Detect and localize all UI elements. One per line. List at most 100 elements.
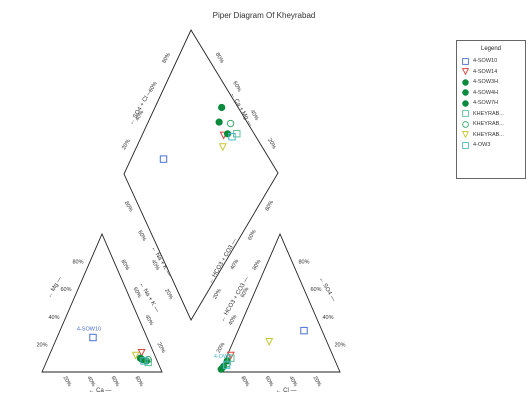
cation-right-tick: 20% <box>156 342 167 355</box>
cation-point-8 <box>131 351 140 360</box>
legend-label: 4-SOW10 <box>473 58 498 65</box>
central-diamond <box>123 29 279 321</box>
legend-label: 4-SOW14 <box>473 68 498 75</box>
legend-marker <box>462 89 469 96</box>
legend: Legend 4-SOW10 4-SOW14 4-SOW3H 4-SOW4H 4-SOW… <box>456 40 526 179</box>
data-points <box>89 103 308 373</box>
legend-item: 4-OW3 <box>457 140 525 151</box>
anion-bottom-tick: 40% <box>288 375 299 388</box>
legend-marker <box>462 110 469 118</box>
legend-items: 4-SOW10 4-SOW14 4-SOW3H 4-SOW4H 4-SOW7H KHEYR… <box>457 56 525 151</box>
anion-bottom-tick: 80% <box>240 375 251 388</box>
diamond-upper-right-tick: 40% <box>249 109 260 122</box>
legend-item: 4-SOW10 <box>457 56 525 67</box>
legend-marker-shape <box>462 120 469 128</box>
diamond-lower-left-tick: 80% <box>123 200 134 213</box>
cation-right-axis-label: ← Na + K — <box>138 281 160 313</box>
legend-marker-shape <box>462 57 469 65</box>
legend-item: 4-SOW14 <box>457 67 525 78</box>
anion-right-tick: 80% <box>298 260 309 266</box>
anion-left-tick: 20% <box>216 342 227 355</box>
plot-frame <box>41 29 341 373</box>
cation-left-tick: 40% <box>48 315 59 321</box>
legend-marker <box>461 131 470 139</box>
anion-point-6 <box>227 354 235 362</box>
legend-label: 4-SOW4H <box>473 89 499 96</box>
axis-labels: ← Ca —← Mg — ← Na + K —← Cl —← HCO3 + CO3… <box>47 89 337 394</box>
anion-point-7 <box>223 360 231 368</box>
anion-left-tick: 40% <box>228 314 239 327</box>
diamond-point-5 <box>218 103 226 112</box>
legend-marker <box>462 120 469 128</box>
cation-point-6 <box>144 358 152 367</box>
cation-left-tick: 60% <box>60 287 71 293</box>
diamond-point-8 <box>218 143 227 152</box>
diamond-lower-left-tick: 40% <box>150 259 161 272</box>
anion-bottom-tick: 60% <box>264 375 275 388</box>
annotation-anion: 4-OW3 <box>214 354 231 360</box>
cation-bottom-axis-label: ← Ca — <box>88 388 111 394</box>
cation-bottom-tick: 20% <box>62 375 73 388</box>
legend-marker <box>462 141 469 149</box>
anion-bottom-axis-label: ← Cl — <box>276 388 297 394</box>
series-5-points <box>142 103 226 373</box>
tick-labels: 80%60%40%20% 20%40%60%80%20% 40% 60% 80%20%4… <box>36 52 345 388</box>
diamond-upper-left-axis-label: ← SO4 + Cl — <box>129 89 154 127</box>
series-8-points <box>131 143 274 360</box>
anion-bottom-tick: 20% <box>312 375 323 388</box>
legend-marker-shape <box>462 141 469 149</box>
legend-marker-shape <box>461 68 470 76</box>
anion-right-tick: 40% <box>322 315 333 321</box>
diamond-lower-right-tick: 80% <box>264 200 275 213</box>
legend-marker-shape <box>462 110 469 118</box>
chart-title: Piper Diagram Of Kheyrabad <box>212 11 316 20</box>
legend-label: KHEYRAB... <box>473 110 504 117</box>
cation-point-2 <box>137 348 146 357</box>
anion-right-tick: 60% <box>310 287 321 293</box>
diamond-lower-right-tick: 20% <box>212 288 223 301</box>
series-2-points <box>137 131 235 360</box>
legend-marker-shape <box>461 131 470 139</box>
cation-bottom-tick: 80% <box>134 375 145 388</box>
cation-point-7 <box>144 355 152 364</box>
legend-label: 4-OW3 <box>473 142 491 149</box>
diamond-upper-right-tick: 80% <box>214 52 225 65</box>
diamond-upper-left-tick: 20% <box>121 138 132 151</box>
cation-left-tick: 20% <box>36 342 47 348</box>
series-6-points <box>144 130 241 367</box>
diamond-point-7 <box>226 119 235 128</box>
legend-marker-shape <box>462 100 469 107</box>
legend-marker-shape <box>462 79 469 86</box>
cation-right-tick: 60% <box>132 286 143 299</box>
anion-right-tick: 20% <box>334 342 345 348</box>
series-9-points <box>140 132 236 369</box>
legend-marker <box>461 68 470 76</box>
diamond-lower-left-tick: 60% <box>136 230 147 243</box>
cation-bottom-tick: 60% <box>110 375 121 388</box>
cation-right-tick: 40% <box>144 314 155 327</box>
anion-point-5 <box>217 365 225 373</box>
diamond-lower-right-tick: 60% <box>247 229 258 242</box>
cation-triangle <box>41 232 163 373</box>
legend-item: KHEYRAB... <box>457 119 525 130</box>
series-1-points <box>89 155 308 342</box>
diamond-point-9 <box>228 132 236 141</box>
legend-marker-shape <box>462 89 469 96</box>
legend-label: KHEYRAB... <box>473 121 504 128</box>
annotation-cation: 4-SOW10 <box>77 327 101 333</box>
diamond-point-3 <box>215 118 223 126</box>
legend-item: 4-SOW7H <box>457 98 525 109</box>
point-annotations: 4-SOW10 4-OW3 <box>77 327 231 361</box>
cation-right-tick: 80% <box>120 259 131 272</box>
cation-point-9 <box>140 357 148 365</box>
legend-label: 4-SOW7H <box>473 100 499 107</box>
anion-point-8 <box>265 337 274 346</box>
legend-marker <box>462 79 469 86</box>
anion-left-tick: 60% <box>240 286 251 299</box>
anion-point-1 <box>300 326 308 335</box>
cation-point-1 <box>89 333 97 342</box>
legend-label: 4-SOW3H <box>473 79 499 86</box>
legend-item: 4-SOW4H <box>457 88 525 99</box>
diamond-point-1 <box>159 155 168 163</box>
